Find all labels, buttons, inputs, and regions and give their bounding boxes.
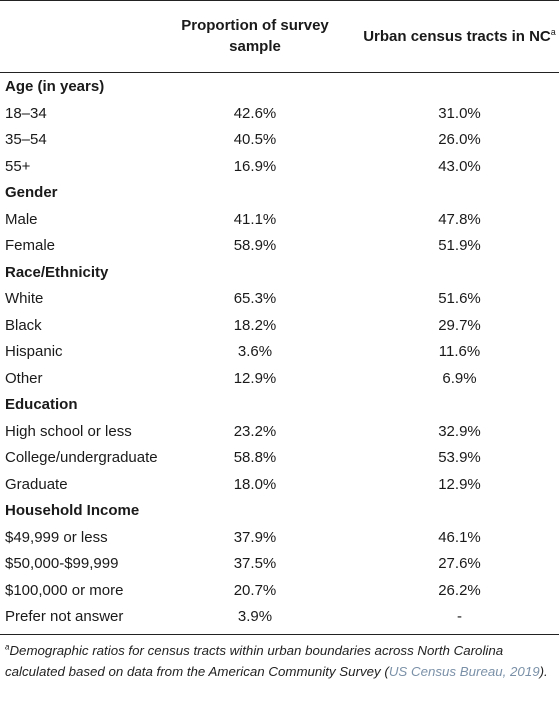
table-row: White 65.3% 51.6% xyxy=(0,285,559,312)
urban-census-value: 26.0% xyxy=(438,131,481,148)
survey-sample-value: 18.2% xyxy=(233,316,277,334)
urban-census-value: 6.9% xyxy=(442,369,477,387)
table-row: 35–54 40.5% 26.0% xyxy=(0,126,559,153)
section-header-row: Education xyxy=(0,391,559,418)
footnote-end: ). xyxy=(539,664,548,679)
table-bottom-rule xyxy=(0,634,559,635)
survey-sample-value: 40.5% xyxy=(233,131,277,148)
survey-sample-value: 20.7% xyxy=(233,581,277,599)
citation-link[interactable]: US Census Bureau, 2019 xyxy=(388,664,540,679)
row-label: 35–54 xyxy=(5,131,47,148)
survey-sample-value: 41.1% xyxy=(233,210,277,228)
row-label: Prefer not answer xyxy=(5,608,124,625)
table-row: 55+ 16.9% 43.0% xyxy=(0,153,559,180)
urban-census-value: 53.9% xyxy=(438,449,481,466)
footnote-text: Demographic ratios for census tracts wit… xyxy=(5,643,504,679)
section-title: Age (in years) xyxy=(5,78,105,95)
urban-census-value: 43.0% xyxy=(438,157,481,175)
table-body: Age (in years) 18–34 42.6% 31.0% 35–54 40.5% 2… xyxy=(0,73,559,630)
row-label: $100,000 or more xyxy=(5,581,124,599)
urban-census-value: 46.1% xyxy=(438,528,481,546)
table-row: Female 58.9% 51.9% xyxy=(0,232,559,259)
table-row: Graduate 18.0% 12.9% xyxy=(0,471,559,498)
table-row: Male 41.1% 47.8% xyxy=(0,206,559,233)
survey-sample-value: 58.9% xyxy=(233,237,277,254)
column-header-survey-sample: Proportion of survey sample xyxy=(155,0,355,72)
section-header-row: Race/Ethnicity xyxy=(0,259,559,286)
table-row: $49,999 or less 37.9% 46.1% xyxy=(0,524,559,551)
urban-census-value: 12.9% xyxy=(438,475,481,493)
column-header-urban-census-text: Urban census tracts in NCa xyxy=(363,26,556,47)
section-title: Gender xyxy=(5,184,58,201)
section-header-row: Household Income xyxy=(0,497,559,524)
section-title: Race/Ethnicity xyxy=(5,263,109,281)
table-row: 18–34 42.6% 31.0% xyxy=(0,100,559,127)
urban-census-value: 51.6% xyxy=(438,290,481,307)
urban-census-value: 29.7% xyxy=(438,316,481,334)
column-header-urban-census-label: Urban census tracts in NC xyxy=(363,27,551,45)
survey-sample-value: 3.9% xyxy=(237,608,273,625)
section-title: Education xyxy=(5,396,78,413)
section-header-row: Age (in years) xyxy=(0,73,559,100)
table-row: High school or less 23.2% 32.9% xyxy=(0,418,559,445)
survey-sample-value: 12.9% xyxy=(233,369,277,387)
row-label: Black xyxy=(5,316,42,334)
urban-census-value: 47.8% xyxy=(438,210,481,228)
table-row: Black 18.2% 29.7% xyxy=(0,312,559,339)
row-label: $49,999 or less xyxy=(5,528,108,546)
table-row: College/undergraduate 58.8% 53.9% xyxy=(0,444,559,471)
row-label: White xyxy=(5,290,44,307)
table-row: $100,000 or more 20.7% 26.2% xyxy=(0,577,559,604)
footnote-marker: a xyxy=(550,26,556,37)
header-rule xyxy=(0,72,559,73)
table-row: $50,000-$99,999 37.5% 27.6% xyxy=(0,550,559,577)
section-title: Household Income xyxy=(5,502,140,519)
survey-sample-value: 23.2% xyxy=(233,422,277,440)
row-label: College/undergraduate xyxy=(5,449,158,466)
urban-census-value: - xyxy=(457,608,462,625)
row-label: Female xyxy=(5,237,56,254)
urban-census-value: 27.6% xyxy=(438,555,481,572)
survey-sample-value: 16.9% xyxy=(233,157,277,175)
section-header-row: Gender xyxy=(0,179,559,206)
table-top-rule xyxy=(0,0,559,1)
urban-census-value: 26.2% xyxy=(438,581,481,599)
row-label: Other xyxy=(5,369,43,387)
survey-sample-value: 18.0% xyxy=(233,475,277,493)
row-label: High school or less xyxy=(5,422,132,440)
survey-sample-value: 37.5% xyxy=(233,555,277,572)
column-header-urban-census: Urban census tracts in NCa xyxy=(360,0,559,72)
row-label: 55+ xyxy=(5,157,31,175)
survey-sample-value: 42.6% xyxy=(233,104,277,122)
table-row: Hispanic 3.6% 11.6% xyxy=(0,338,559,365)
row-label: 18–34 xyxy=(5,104,47,122)
urban-census-value: 11.6% xyxy=(438,343,481,360)
survey-sample-value: 3.6% xyxy=(237,343,273,360)
survey-sample-value: 58.8% xyxy=(233,449,277,466)
table-row: Prefer not answer 3.9% - xyxy=(0,603,559,630)
urban-census-value: 51.9% xyxy=(438,237,481,254)
row-label: Graduate xyxy=(5,475,68,493)
column-header-survey-sample-text: Proportion of survey sample xyxy=(181,17,329,55)
urban-census-value: 32.9% xyxy=(438,422,481,440)
survey-sample-value: 65.3% xyxy=(233,290,277,307)
footnote-marker: a xyxy=(5,642,10,652)
urban-census-value: 31.0% xyxy=(438,104,481,122)
row-label: Hispanic xyxy=(5,343,63,360)
table-footnote: aDemographic ratios for census tracts wi… xyxy=(5,640,555,682)
row-label: $50,000-$99,999 xyxy=(5,555,119,572)
row-label: Male xyxy=(5,210,38,228)
table-row: Other 12.9% 6.9% xyxy=(0,365,559,392)
survey-sample-value: 37.9% xyxy=(233,528,277,546)
